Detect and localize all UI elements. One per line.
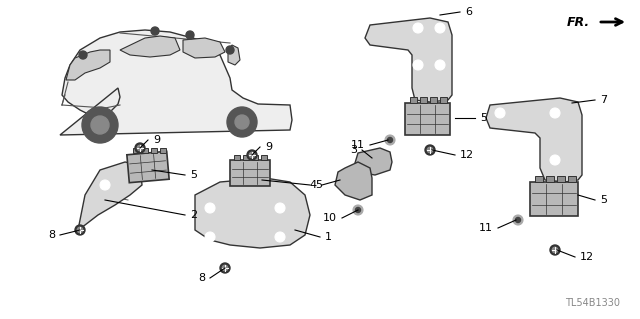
Bar — [430, 97, 437, 103]
Bar — [230, 160, 270, 186]
Bar — [252, 155, 258, 160]
Circle shape — [275, 203, 285, 213]
Circle shape — [186, 31, 194, 39]
Polygon shape — [365, 18, 452, 102]
Text: 8: 8 — [198, 273, 205, 283]
Bar — [261, 155, 267, 160]
Text: 9: 9 — [153, 135, 160, 145]
Circle shape — [353, 205, 363, 215]
Text: FR.: FR. — [567, 16, 590, 28]
Circle shape — [227, 107, 257, 137]
Polygon shape — [60, 30, 292, 135]
Circle shape — [550, 245, 560, 255]
Circle shape — [220, 263, 230, 273]
Text: 5: 5 — [600, 195, 607, 205]
Bar — [440, 97, 447, 103]
Polygon shape — [195, 178, 310, 248]
Text: 6: 6 — [465, 7, 472, 17]
Polygon shape — [486, 98, 582, 182]
Circle shape — [513, 215, 523, 225]
Polygon shape — [66, 50, 110, 80]
Bar — [142, 148, 148, 153]
Text: 5: 5 — [190, 170, 197, 180]
Text: 11: 11 — [479, 223, 493, 233]
Bar — [530, 182, 578, 216]
Text: 3: 3 — [350, 145, 357, 155]
Circle shape — [205, 203, 215, 213]
Circle shape — [249, 152, 255, 158]
Circle shape — [137, 145, 143, 151]
Circle shape — [435, 60, 445, 70]
Circle shape — [428, 147, 433, 153]
Circle shape — [552, 247, 557, 253]
Text: 4: 4 — [310, 180, 317, 190]
Text: 5: 5 — [480, 113, 487, 123]
Bar — [151, 148, 157, 153]
Polygon shape — [120, 36, 180, 57]
Circle shape — [355, 207, 360, 212]
Text: 8: 8 — [48, 230, 55, 240]
Circle shape — [135, 143, 145, 153]
Circle shape — [77, 227, 83, 233]
Polygon shape — [78, 162, 142, 230]
Bar — [160, 148, 166, 153]
Circle shape — [425, 145, 435, 155]
Bar — [420, 97, 427, 103]
Text: 10: 10 — [323, 213, 337, 223]
Text: 12: 12 — [580, 252, 594, 262]
Text: 7: 7 — [600, 95, 607, 105]
Circle shape — [515, 218, 520, 222]
Circle shape — [235, 115, 249, 129]
Circle shape — [495, 108, 505, 118]
Circle shape — [387, 137, 392, 143]
Polygon shape — [335, 162, 372, 200]
Circle shape — [275, 232, 285, 242]
Bar — [535, 176, 543, 182]
Bar — [568, 176, 576, 182]
Bar — [410, 97, 417, 103]
Circle shape — [413, 60, 423, 70]
Circle shape — [550, 108, 560, 118]
Bar — [127, 151, 169, 183]
Circle shape — [75, 225, 85, 235]
Bar — [546, 176, 554, 182]
Text: 9: 9 — [265, 142, 272, 152]
Bar — [243, 155, 249, 160]
Bar — [133, 148, 139, 153]
Circle shape — [100, 180, 110, 190]
Circle shape — [151, 27, 159, 35]
Circle shape — [413, 23, 423, 33]
Text: 1: 1 — [325, 232, 332, 242]
Circle shape — [226, 46, 234, 54]
Bar — [405, 103, 450, 135]
Circle shape — [247, 150, 257, 160]
Text: TL54B1330: TL54B1330 — [565, 298, 620, 308]
Text: 11: 11 — [351, 140, 365, 150]
Circle shape — [205, 232, 215, 242]
Polygon shape — [355, 148, 392, 175]
Polygon shape — [183, 38, 225, 58]
Polygon shape — [228, 45, 240, 65]
Circle shape — [222, 265, 228, 271]
Circle shape — [82, 107, 118, 143]
Circle shape — [550, 155, 560, 165]
Bar — [557, 176, 565, 182]
Text: 5: 5 — [315, 180, 322, 190]
Text: 2: 2 — [190, 210, 197, 220]
Text: 12: 12 — [460, 150, 474, 160]
Circle shape — [495, 155, 505, 165]
Circle shape — [79, 51, 87, 59]
Circle shape — [385, 135, 395, 145]
Circle shape — [91, 116, 109, 134]
Circle shape — [435, 23, 445, 33]
Bar — [234, 155, 240, 160]
